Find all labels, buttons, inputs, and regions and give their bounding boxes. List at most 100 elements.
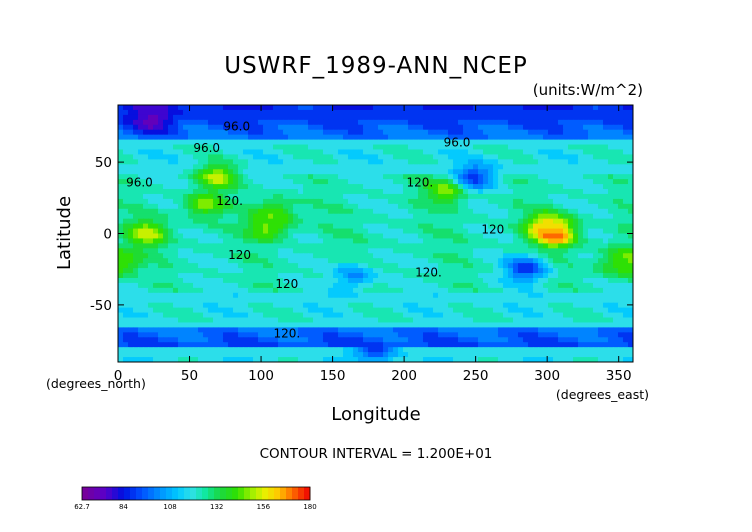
heatmap-cell [178, 253, 184, 259]
heatmap-cell [423, 287, 429, 294]
heatmap-cell [588, 253, 594, 259]
heatmap-cell [568, 223, 574, 230]
heatmap-cell [603, 105, 609, 111]
heatmap-cell [388, 248, 394, 254]
heatmap-cell [603, 114, 609, 121]
heatmap-cell [368, 119, 374, 126]
heatmap-cell [358, 223, 364, 230]
heatmap-cell [358, 218, 364, 225]
heatmap-cell [213, 208, 219, 215]
heatmap-cell [148, 302, 154, 309]
heatmap-cell [453, 322, 459, 328]
heatmap-cell [448, 258, 454, 264]
heatmap-cell [268, 312, 274, 319]
heatmap-cell [453, 124, 459, 131]
heatmap-cell [458, 179, 464, 185]
heatmap-cell [398, 193, 404, 200]
heatmap-cell [503, 159, 509, 165]
heatmap-cell [508, 223, 514, 230]
heatmap-cell [273, 282, 279, 289]
heatmap-cell [398, 184, 404, 190]
heatmap-cell [283, 273, 289, 279]
heatmap-cell [433, 268, 439, 274]
heatmap-cell [443, 203, 449, 210]
heatmap-cell [338, 258, 344, 264]
heatmap-cell [533, 159, 539, 165]
heatmap-cell [328, 337, 334, 343]
heatmap-cell [118, 287, 124, 294]
heatmap-cell [363, 322, 369, 328]
heatmap-cell [208, 302, 214, 309]
heatmap-cell [353, 292, 359, 299]
heatmap-cell [163, 208, 169, 215]
heatmap-cell [323, 233, 329, 240]
heatmap-cell [418, 307, 424, 314]
heatmap-cell [473, 208, 479, 215]
heatmap-cell [218, 332, 224, 338]
heatmap-cell [173, 119, 179, 126]
heatmap-cell [233, 327, 239, 333]
heatmap-cell [503, 198, 509, 205]
heatmap-cell [368, 223, 374, 230]
heatmap-cell [323, 129, 329, 136]
heatmap-cell [588, 228, 594, 235]
heatmap-cell [608, 273, 614, 279]
heatmap-cell [363, 174, 369, 180]
heatmap-cell [408, 114, 414, 121]
heatmap-cell [428, 144, 434, 151]
heatmap-cell [368, 164, 374, 170]
heatmap-cell [133, 223, 139, 230]
heatmap-cell [203, 208, 209, 215]
heatmap-cell [613, 238, 619, 244]
heatmap-cell [458, 297, 464, 304]
heatmap-cell [143, 263, 149, 269]
heatmap-cell [128, 258, 134, 264]
heatmap-cell [228, 268, 234, 274]
heatmap-cell [158, 129, 164, 136]
heatmap-cell [348, 312, 354, 319]
heatmap-cell [543, 282, 549, 289]
heatmap-cell [588, 258, 594, 264]
heatmap-cell [223, 332, 229, 338]
heatmap-cell [488, 287, 494, 294]
heatmap-cell [338, 119, 344, 126]
heatmap-cell [198, 144, 204, 151]
heatmap-cell [398, 174, 404, 180]
heatmap-cell [158, 258, 164, 264]
heatmap-cell [188, 228, 194, 235]
heatmap-cell [258, 307, 264, 314]
heatmap-cell [618, 169, 624, 175]
heatmap-cell [258, 268, 264, 274]
heatmap-cell [463, 218, 469, 225]
heatmap-cell [293, 292, 299, 299]
heatmap-cell [138, 218, 144, 225]
heatmap-cell [523, 228, 529, 235]
heatmap-cell [273, 169, 279, 175]
heatmap-cell [523, 184, 529, 190]
heatmap-cell [163, 179, 169, 185]
heatmap-cell [493, 322, 499, 328]
heatmap-cell [153, 248, 159, 254]
heatmap-cell [393, 327, 399, 333]
heatmap-cell [368, 248, 374, 254]
heatmap-cell [213, 179, 219, 185]
heatmap-cell [343, 184, 349, 190]
heatmap-cell [338, 203, 344, 210]
heatmap-cell [333, 149, 339, 156]
heatmap-cell [383, 129, 389, 136]
heatmap-cell [403, 273, 409, 279]
heatmap-cell [208, 208, 214, 215]
heatmap-cell [563, 119, 569, 126]
heatmap-cell [513, 322, 519, 328]
heatmap-cell [593, 198, 599, 205]
heatmap-cell [563, 282, 569, 289]
heatmap-cell [358, 164, 364, 170]
heatmap-cell [243, 105, 249, 111]
heatmap-cell [143, 287, 149, 294]
heatmap-cell [438, 292, 444, 299]
heatmap-cell [593, 208, 599, 215]
heatmap-cell [503, 238, 509, 244]
heatmap-cell [218, 179, 224, 185]
heatmap-cell [263, 292, 269, 299]
heatmap-cell [443, 213, 449, 220]
